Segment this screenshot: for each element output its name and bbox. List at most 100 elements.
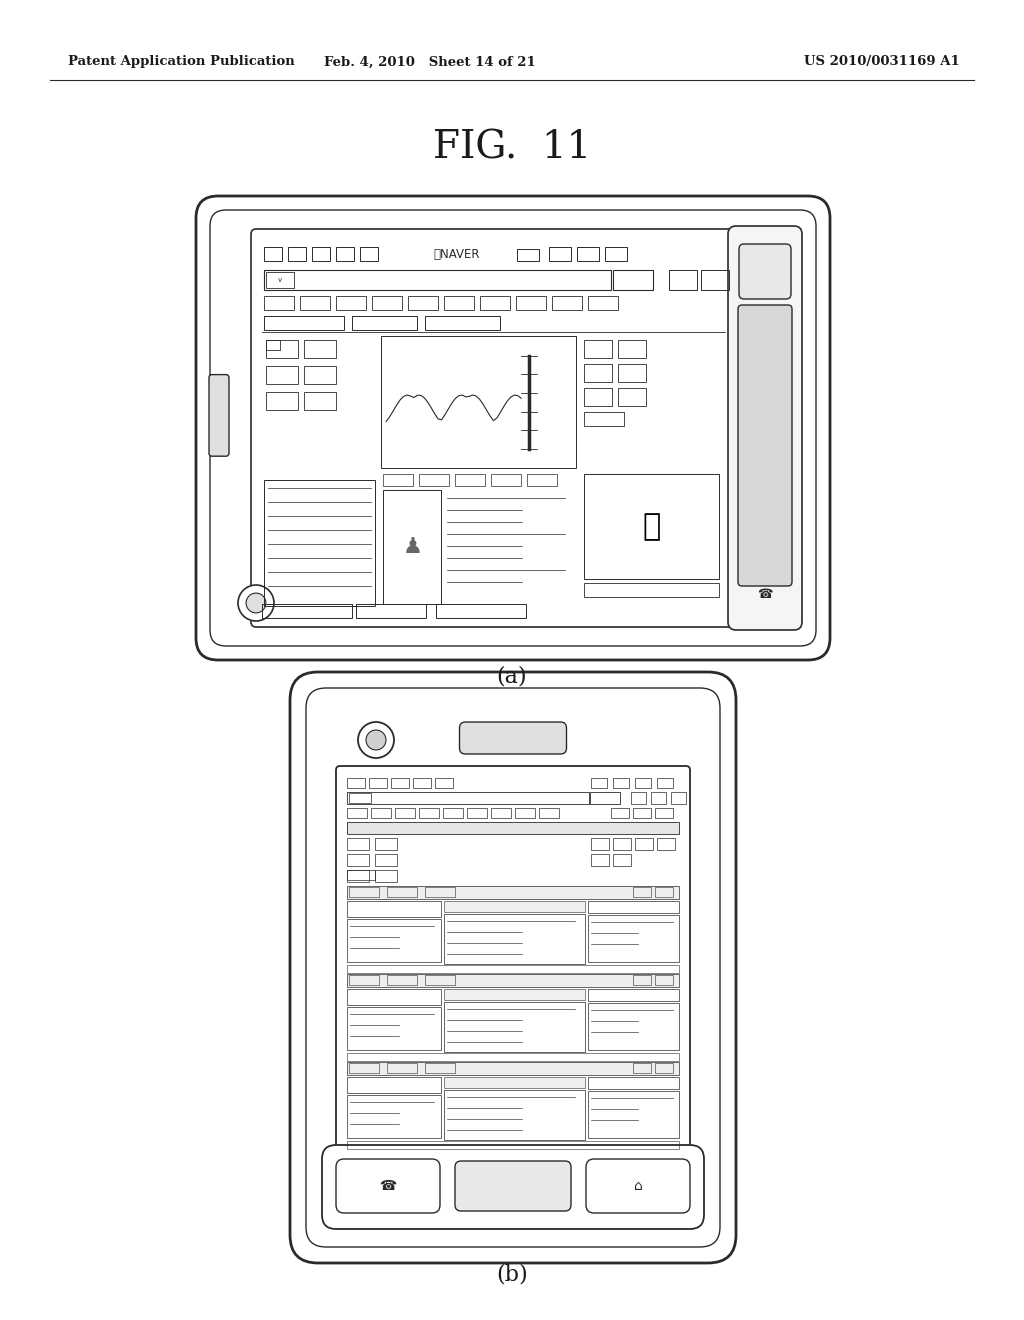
Bar: [435, 777, 453, 788]
FancyBboxPatch shape: [196, 195, 830, 660]
Bar: [633, 887, 651, 898]
Bar: [527, 474, 557, 487]
Bar: [347, 870, 375, 880]
Bar: [349, 975, 379, 985]
Bar: [613, 271, 653, 290]
Bar: [613, 854, 631, 866]
Bar: [455, 474, 485, 487]
Bar: [312, 247, 330, 261]
Bar: [347, 919, 441, 962]
Text: 🚙: 🚙: [642, 512, 660, 541]
Bar: [613, 777, 629, 788]
Bar: [356, 605, 426, 618]
Bar: [588, 902, 679, 913]
Bar: [516, 296, 546, 310]
Bar: [655, 975, 673, 985]
Bar: [387, 887, 417, 898]
Bar: [552, 296, 582, 310]
Bar: [304, 392, 336, 411]
Bar: [347, 1063, 679, 1074]
Bar: [369, 777, 387, 788]
Bar: [671, 792, 686, 804]
Bar: [349, 1063, 379, 1073]
Bar: [304, 341, 336, 358]
Bar: [539, 808, 559, 818]
Bar: [611, 808, 629, 818]
Text: US 2010/0031169 A1: US 2010/0031169 A1: [804, 55, 961, 69]
Bar: [584, 364, 611, 381]
Bar: [349, 793, 371, 803]
Bar: [584, 412, 624, 426]
Bar: [467, 808, 487, 818]
Text: Feb. 4, 2010   Sheet 14 of 21: Feb. 4, 2010 Sheet 14 of 21: [325, 55, 536, 69]
Bar: [633, 808, 651, 818]
Bar: [347, 854, 369, 866]
Bar: [549, 247, 571, 261]
Circle shape: [238, 585, 274, 620]
FancyBboxPatch shape: [739, 244, 791, 300]
Bar: [264, 247, 282, 261]
Bar: [588, 296, 618, 310]
Text: ⌂: ⌂: [634, 1179, 642, 1193]
Text: ♟: ♟: [402, 537, 422, 557]
Bar: [591, 854, 609, 866]
Bar: [650, 792, 666, 804]
Bar: [262, 605, 352, 618]
Bar: [701, 271, 729, 290]
Text: v: v: [278, 277, 282, 282]
Bar: [347, 870, 369, 882]
Bar: [444, 989, 585, 1001]
Bar: [605, 247, 627, 261]
Bar: [443, 808, 463, 818]
Bar: [347, 989, 441, 1005]
Bar: [444, 1002, 585, 1052]
Bar: [413, 777, 431, 788]
FancyBboxPatch shape: [251, 228, 736, 627]
Bar: [635, 777, 651, 788]
Bar: [590, 792, 620, 804]
Text: FIG.  11: FIG. 11: [433, 129, 591, 166]
Bar: [347, 1094, 441, 1138]
Bar: [515, 808, 535, 818]
Bar: [336, 296, 366, 310]
Bar: [444, 1090, 585, 1140]
Text: ☎: ☎: [379, 1179, 396, 1193]
Bar: [347, 777, 365, 788]
Bar: [347, 1077, 441, 1093]
FancyBboxPatch shape: [306, 688, 720, 1247]
Bar: [347, 974, 679, 987]
Bar: [391, 777, 409, 788]
Bar: [635, 838, 653, 850]
Bar: [371, 808, 391, 818]
Bar: [266, 341, 280, 350]
Bar: [347, 1007, 441, 1049]
Bar: [591, 838, 609, 850]
Bar: [444, 296, 474, 310]
Bar: [425, 975, 455, 985]
FancyBboxPatch shape: [210, 210, 816, 645]
Bar: [436, 605, 526, 618]
Bar: [375, 854, 397, 866]
Bar: [584, 341, 611, 358]
Bar: [347, 838, 369, 850]
FancyBboxPatch shape: [586, 1159, 690, 1213]
Circle shape: [246, 593, 266, 612]
Bar: [360, 247, 378, 261]
Bar: [336, 247, 354, 261]
FancyBboxPatch shape: [336, 1159, 440, 1213]
Bar: [300, 296, 330, 310]
Bar: [657, 777, 673, 788]
Bar: [517, 249, 539, 261]
Bar: [419, 474, 450, 487]
Bar: [655, 1063, 673, 1073]
Bar: [617, 341, 645, 358]
Bar: [266, 366, 298, 384]
Bar: [444, 913, 585, 964]
Bar: [264, 296, 294, 310]
Circle shape: [358, 722, 394, 758]
Bar: [347, 1053, 679, 1061]
FancyBboxPatch shape: [209, 375, 229, 457]
Bar: [408, 296, 438, 310]
Bar: [588, 915, 679, 962]
Bar: [490, 808, 511, 818]
